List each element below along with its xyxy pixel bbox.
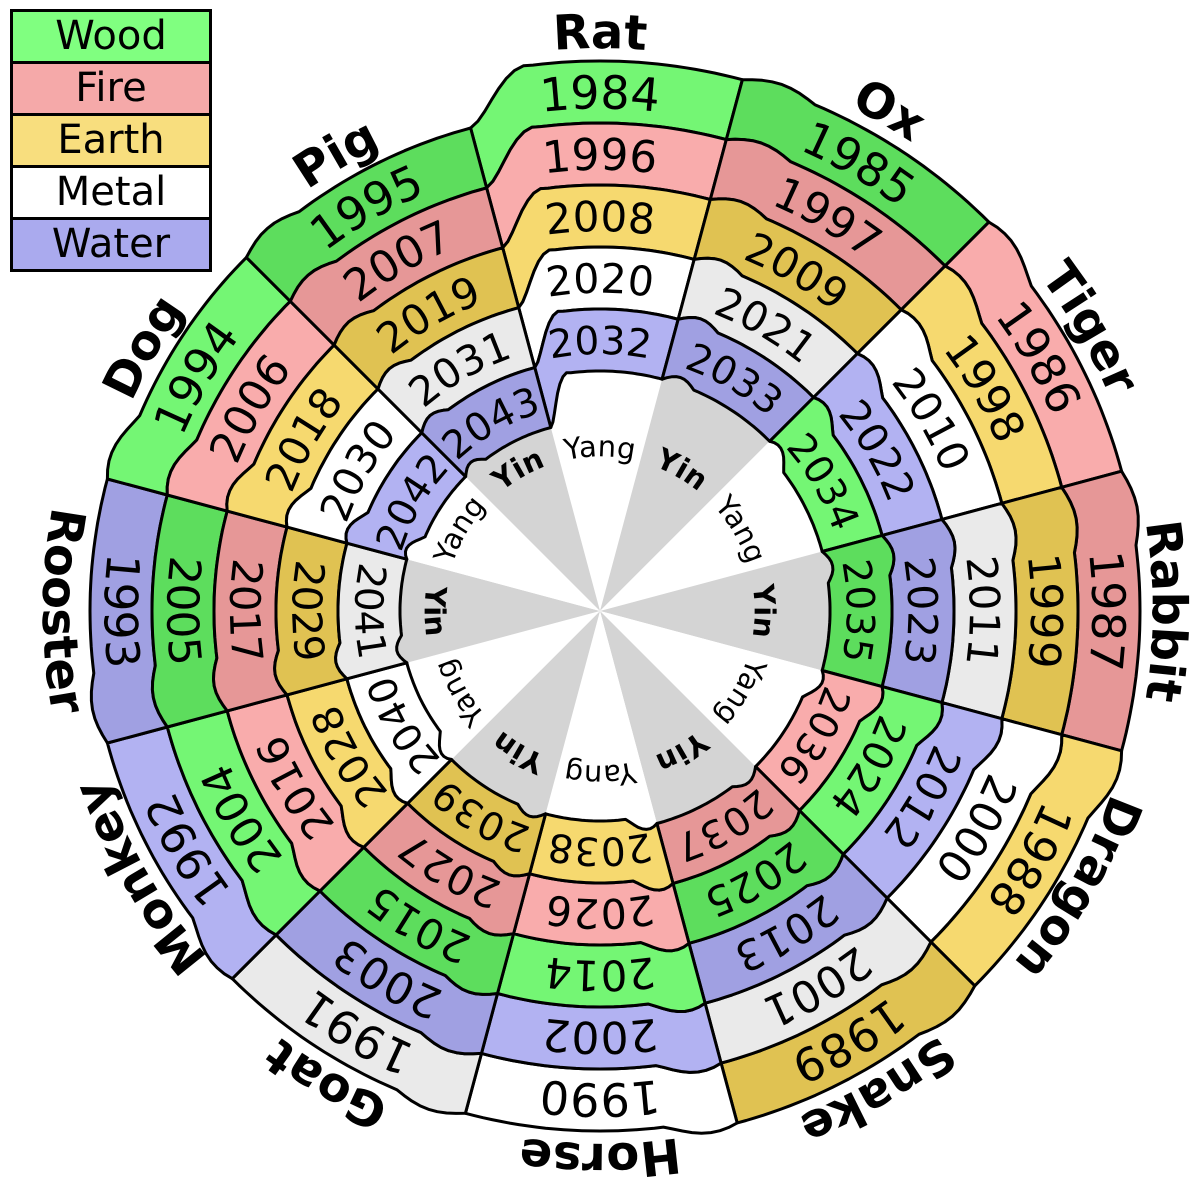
sector-dog: [105, 255, 468, 561]
polarity-wedges: [396, 371, 833, 830]
polarity-wedge-dragon: [600, 611, 824, 767]
sector-monkey: [105, 661, 453, 981]
animal-label-rabbit-text: Rabbit: [1134, 517, 1197, 706]
sector-rooster: [88, 477, 409, 745]
polarity-label-rat: Yang: [560, 429, 638, 467]
polarity-wedge-pig: [465, 427, 600, 611]
polarity-label-rabbit: Yin: [746, 582, 782, 640]
sector-rabbit: [820, 469, 1142, 753]
sector-goat: [230, 758, 548, 1115]
polarity-wedge-rabbit: [600, 551, 833, 671]
animal-label-rat: Rat: [552, 4, 649, 62]
year-cell-2035: [820, 533, 896, 689]
animal-label-rabbit: Rabbit: [1134, 517, 1197, 706]
animal-label-rooster-text: Rooster: [31, 504, 96, 718]
sector-pig: [244, 126, 553, 479]
legend-label-metal: Metal: [55, 169, 167, 215]
sector-rat: [469, 59, 744, 429]
polarity-wedge-tiger: [600, 441, 823, 611]
legend-row-wood: Wood: [13, 12, 209, 61]
animal-label-rat-text: Rat: [552, 4, 649, 62]
polarity-wedge-ox: [600, 376, 770, 611]
legend-label-fire: Fire: [75, 65, 147, 111]
polarity-wedge-snake: [600, 611, 756, 824]
legend-label-earth: Earth: [57, 117, 165, 163]
polarity-wedge-rat: [550, 371, 663, 611]
sector-snake: [655, 765, 977, 1125]
legend-label-water: Water: [51, 221, 171, 267]
legend-row-water: Water: [13, 217, 209, 269]
polarity-label-rooster: Yin: [417, 584, 453, 638]
polarity-label-rabbit-text: Yin: [746, 582, 782, 640]
animal-label-rooster: Rooster: [31, 504, 96, 718]
sector-horse: [463, 812, 739, 1135]
polarity-wedge-rooster: [396, 559, 600, 663]
element-legend: Wood Fire Earth Metal Water: [10, 9, 212, 272]
polarity-label-rat-text: Yang: [560, 429, 638, 467]
legend-row-earth: Earth: [13, 113, 209, 165]
legend-row-metal: Metal: [13, 165, 209, 217]
legend-label-wood: Wood: [55, 13, 167, 59]
polarity-wedge-monkey: [406, 611, 600, 760]
year-cells: [88, 59, 1142, 1135]
polarity-wedge-goat: [451, 611, 600, 817]
animal-label-horse: Horse: [516, 1126, 684, 1188]
polarity-label-horse-text: Yang: [562, 755, 640, 793]
polarity-label-horse: Yang: [562, 755, 640, 793]
polarity-label-rooster-text: Yin: [417, 584, 453, 638]
legend-row-fire: Fire: [13, 61, 209, 113]
animal-label-horse-text: Horse: [516, 1126, 684, 1188]
polarity-wedge-horse: [545, 611, 657, 830]
year-cell-2043: [420, 366, 553, 479]
polarity-wedge-dog: [405, 476, 600, 611]
